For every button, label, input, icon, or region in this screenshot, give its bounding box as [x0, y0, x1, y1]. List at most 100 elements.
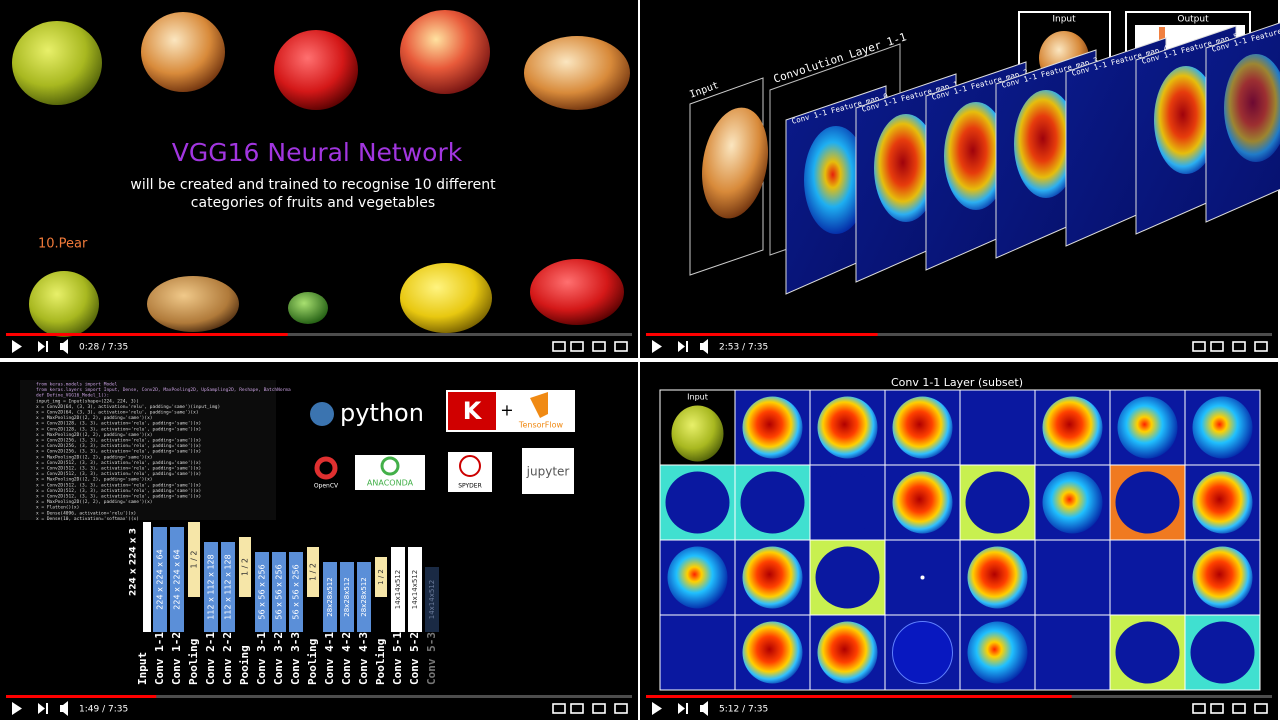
settings-button[interactable] [552, 341, 566, 352]
code-line: x = Conv2D(512, (3, 3), activation='relu… [36, 482, 201, 488]
theater-button[interactable] [1232, 341, 1246, 352]
layer-dim: 224 x 224 x 64 [173, 549, 182, 609]
video-panel[interactable]: VGG16 Neural Network will be created and … [0, 0, 638, 358]
spyder-logo-box [448, 452, 492, 492]
feature-map-image [874, 114, 938, 222]
code-line: x = Conv2D(128, (3, 3), activation='relu… [36, 421, 201, 427]
code-line: input_img = Input(shape=(224, 224, 3)) [36, 398, 139, 404]
volume-button[interactable] [60, 339, 68, 354]
layer-dim: 14x14x512 [411, 570, 419, 609]
progress-played[interactable] [646, 333, 878, 336]
code-line: x = Conv2D(512, (3, 3), activation='relu… [36, 488, 201, 494]
feature-image [1190, 621, 1255, 684]
tensorflow-icon [530, 392, 548, 418]
fruit-image [147, 276, 239, 332]
fruit-image [141, 12, 225, 92]
layer-dim: 28x28x512 [326, 577, 334, 616]
jupyter-logo: jupyter [526, 465, 570, 479]
code-line: x = Conv2D(256, (3, 3), activation='relu… [36, 449, 201, 455]
play-button[interactable] [12, 702, 22, 715]
settings-button[interactable] [552, 703, 566, 714]
next-button[interactable] [38, 703, 48, 714]
feature-image [892, 621, 953, 684]
fullscreen-button[interactable] [614, 341, 628, 352]
input-bar [143, 522, 151, 632]
feature-image [817, 621, 878, 684]
code-line: from keras.models import Model [36, 382, 118, 388]
feature-image [892, 471, 953, 534]
conv-block [170, 527, 184, 632]
conv-block [425, 567, 439, 632]
conv-block [204, 542, 218, 632]
pooling-block [188, 522, 200, 597]
volume-button[interactable] [700, 701, 708, 716]
fullscreen-button[interactable] [1254, 703, 1268, 714]
fullscreen-button[interactable] [1254, 341, 1268, 352]
input-image [702, 107, 768, 219]
inset-input-label: Input [1052, 15, 1076, 25]
feature-image [742, 621, 803, 684]
layer-label: Pooling [374, 639, 387, 685]
fruit-image [530, 259, 624, 325]
feature-map-image [1154, 66, 1218, 174]
code-line: x = Flatten()(x) [36, 505, 79, 511]
code-line: x = MaxPooling2D((2, 2), padding='same')… [36, 477, 153, 483]
play-button[interactable] [652, 340, 662, 353]
input-cell-label: Input [687, 393, 708, 402]
conv-block [323, 562, 337, 632]
fruit-image [400, 263, 492, 333]
fullscreen-button[interactable] [614, 703, 628, 714]
code-line: x = Conv2D(512, (3, 3), activation='relu… [36, 494, 201, 500]
next-button[interactable] [678, 703, 688, 714]
feature-image [815, 471, 880, 534]
settings-button[interactable] [1192, 703, 1206, 714]
miniplayer-button[interactable] [1210, 341, 1224, 352]
miniplayer-button[interactable] [1210, 703, 1224, 714]
layer-label: Pooling [187, 639, 200, 685]
miniplayer-button[interactable] [570, 341, 584, 352]
volume-button[interactable] [60, 701, 68, 716]
opencv-icon [314, 456, 338, 480]
conv-block [153, 527, 167, 632]
layer-dim: 28x28x512 [343, 577, 351, 616]
code-line: x = Conv2D(64, (3, 3), activation='relu'… [36, 404, 220, 410]
feature-image [1192, 396, 1253, 459]
theater-button[interactable] [592, 703, 606, 714]
fruit-image [288, 292, 328, 324]
keras-logo: K [463, 397, 483, 425]
next-button[interactable] [38, 341, 48, 352]
layer-dim: 14x14x512 [394, 570, 402, 609]
settings-button[interactable] [1192, 341, 1206, 352]
play-button[interactable] [652, 702, 662, 715]
code-line: def Define_VGG16_Model_1(): [36, 393, 109, 399]
layer-label: Conv 4-3 [357, 632, 370, 685]
fruit-image [274, 30, 358, 110]
feature-image [1115, 471, 1180, 534]
layer-dim: 56 x 56 x 256 [258, 564, 267, 619]
video-panel[interactable]: Conv 1-1 Layer (subset) Input 5:12 / 7:35 [640, 362, 1278, 720]
progress-played[interactable] [6, 333, 288, 336]
layer-dim: 1 / 2 [309, 563, 318, 581]
miniplayer-button[interactable] [570, 703, 584, 714]
feature-map-image [804, 126, 868, 234]
progress-played[interactable] [6, 695, 157, 698]
volume-button[interactable] [700, 339, 708, 354]
feature-image [1192, 471, 1253, 534]
layer-dim: 1 / 2 [190, 551, 199, 569]
feature-cell [659, 614, 736, 691]
progress-track [6, 333, 632, 336]
feature-image [892, 396, 953, 459]
next-button[interactable] [678, 341, 688, 352]
conv-block [289, 552, 303, 632]
code-line: x = Conv2D(512, (3, 3), activation='relu… [36, 471, 201, 477]
play-button[interactable] [12, 340, 22, 353]
layer-label: Pooing [238, 645, 251, 685]
progress-played[interactable] [646, 695, 1072, 698]
pooling-block [239, 537, 251, 597]
theater-button[interactable] [592, 341, 606, 352]
theater-button[interactable] [1232, 703, 1246, 714]
feature-image [1192, 546, 1253, 609]
feature-map-image [1014, 90, 1078, 198]
